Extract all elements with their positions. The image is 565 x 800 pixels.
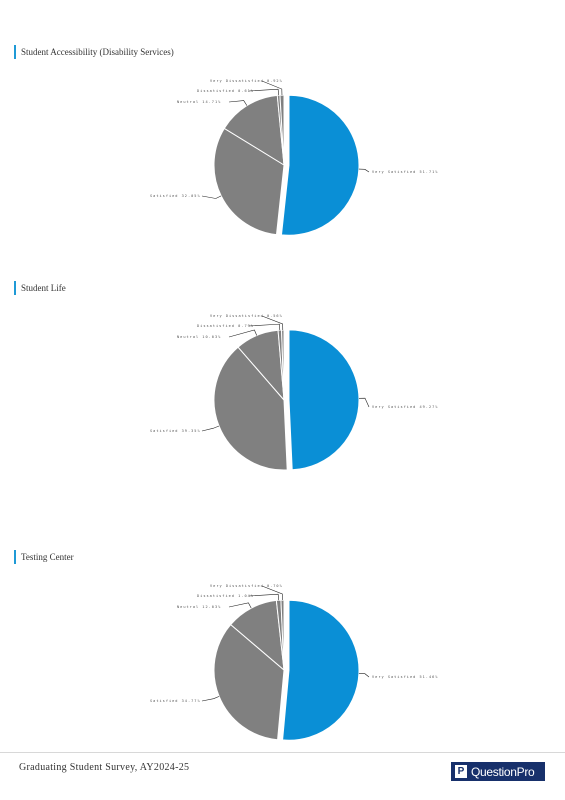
pie-leader-line xyxy=(248,323,281,331)
pie-chart-student-life: Very Satisfied 49.27% Satisfied 39.35% Neu… xyxy=(150,314,438,471)
pie-slice-label: Dissatisfied 0.61% xyxy=(197,89,254,93)
pie-slice-label: Very Dissatisfied 0.56% xyxy=(210,314,283,318)
pie-slice-label: Satisfied 39.35% xyxy=(150,429,201,433)
pie-slice-very-satisfied xyxy=(282,599,360,741)
pie-leader-line xyxy=(358,673,370,678)
pie-slice-very-satisfied xyxy=(280,94,360,236)
pie-slice-label: Very Satisfied 49.27% xyxy=(372,405,438,409)
pie-leader-line xyxy=(201,425,220,432)
pie-leader-line xyxy=(248,593,279,601)
pie-leader-line xyxy=(201,195,222,199)
pie-leader-line xyxy=(228,100,248,106)
questionpro-logo-text: QuestionPro xyxy=(471,764,535,779)
footer-report-title: Graduating Student Survey, AY2024-25 xyxy=(19,762,190,773)
pie-leader-line xyxy=(228,329,258,338)
pie-slice-very-dissatisfied xyxy=(281,329,285,401)
pie-slice-label: Neutral 14.71% xyxy=(177,100,221,104)
pie-leader-line xyxy=(248,88,279,96)
pie-slice-label: Neutral 12.03% xyxy=(177,605,221,609)
pie-slice-label: Satisfied 34.77% xyxy=(150,699,201,703)
pie-slice-label: Dissatisfied 0.79% xyxy=(197,324,254,328)
chart-title-student-life: Student Life xyxy=(14,281,66,295)
pie-slice-label: Very Dissatisfied 0.92% xyxy=(210,79,283,83)
pie-leader-line xyxy=(261,585,283,601)
pie-slice-label: Neutral 10.03% xyxy=(177,335,221,339)
pie-slice-label: Very Satisfied 51.71% xyxy=(372,170,438,174)
pie-slice-label: Very Satisfied 51.46% xyxy=(372,675,438,679)
questionpro-logo: P QuestionPro xyxy=(451,762,545,781)
pie-slice-satisfied xyxy=(213,127,285,236)
pie-leader-line xyxy=(201,696,220,702)
pie-slice-very-satisfied xyxy=(288,329,360,471)
pie-leader-line xyxy=(358,168,370,173)
pie-slice-label: Dissatisfied 1.04% xyxy=(197,594,254,598)
pie-slice-satisfied xyxy=(213,346,288,471)
chart-title-testing-center: Testing Center xyxy=(14,550,74,564)
pie-leader-line xyxy=(358,397,370,408)
chart-title-accessibility: Student Accessibility (Disability Servic… xyxy=(14,45,174,59)
pie-slice-label: Very Dissatisfied 0.70% xyxy=(210,584,283,588)
pie-slice-label: Satisfied 32.05% xyxy=(150,194,201,198)
pie-chart-testing-center: Very Satisfied 51.46% Satisfied 34.77% Neu… xyxy=(150,584,438,741)
footer-divider xyxy=(0,752,565,753)
pie-leader-line xyxy=(261,315,284,331)
questionpro-logo-icon: P xyxy=(455,765,467,778)
pie-chart-accessibility: Very Satisfied 51.71% Satisfied 32.05% Neu… xyxy=(150,79,438,236)
pie-leader-line xyxy=(228,602,252,609)
pie-leader-line xyxy=(261,80,283,96)
